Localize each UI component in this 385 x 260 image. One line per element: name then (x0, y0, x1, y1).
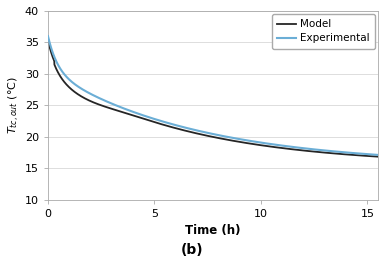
Experimental (62, 73, 67, 76)
Model (376, 155, 380, 158)
Model (366, 154, 371, 158)
Experimental (376, 153, 380, 157)
Model (306, 150, 310, 153)
Y-axis label: $T_{tc, out}$ (°C): $T_{tc, out}$ (°C) (7, 76, 22, 134)
Experimental (366, 153, 371, 156)
Model (206, 134, 211, 138)
Model (366, 154, 371, 158)
Legend: Model, Experimental: Model, Experimental (272, 14, 375, 49)
Experimental (366, 153, 371, 156)
Experimental (198, 129, 202, 133)
Model (198, 133, 202, 136)
Model (62, 81, 67, 84)
Model (46, 39, 50, 42)
Text: (b): (b) (181, 243, 204, 257)
Line: Experimental: Experimental (48, 36, 378, 155)
Experimental (46, 35, 50, 38)
Experimental (306, 147, 310, 150)
Line: Model: Model (48, 41, 378, 157)
X-axis label: Time (h): Time (h) (185, 224, 241, 237)
Experimental (206, 132, 211, 135)
